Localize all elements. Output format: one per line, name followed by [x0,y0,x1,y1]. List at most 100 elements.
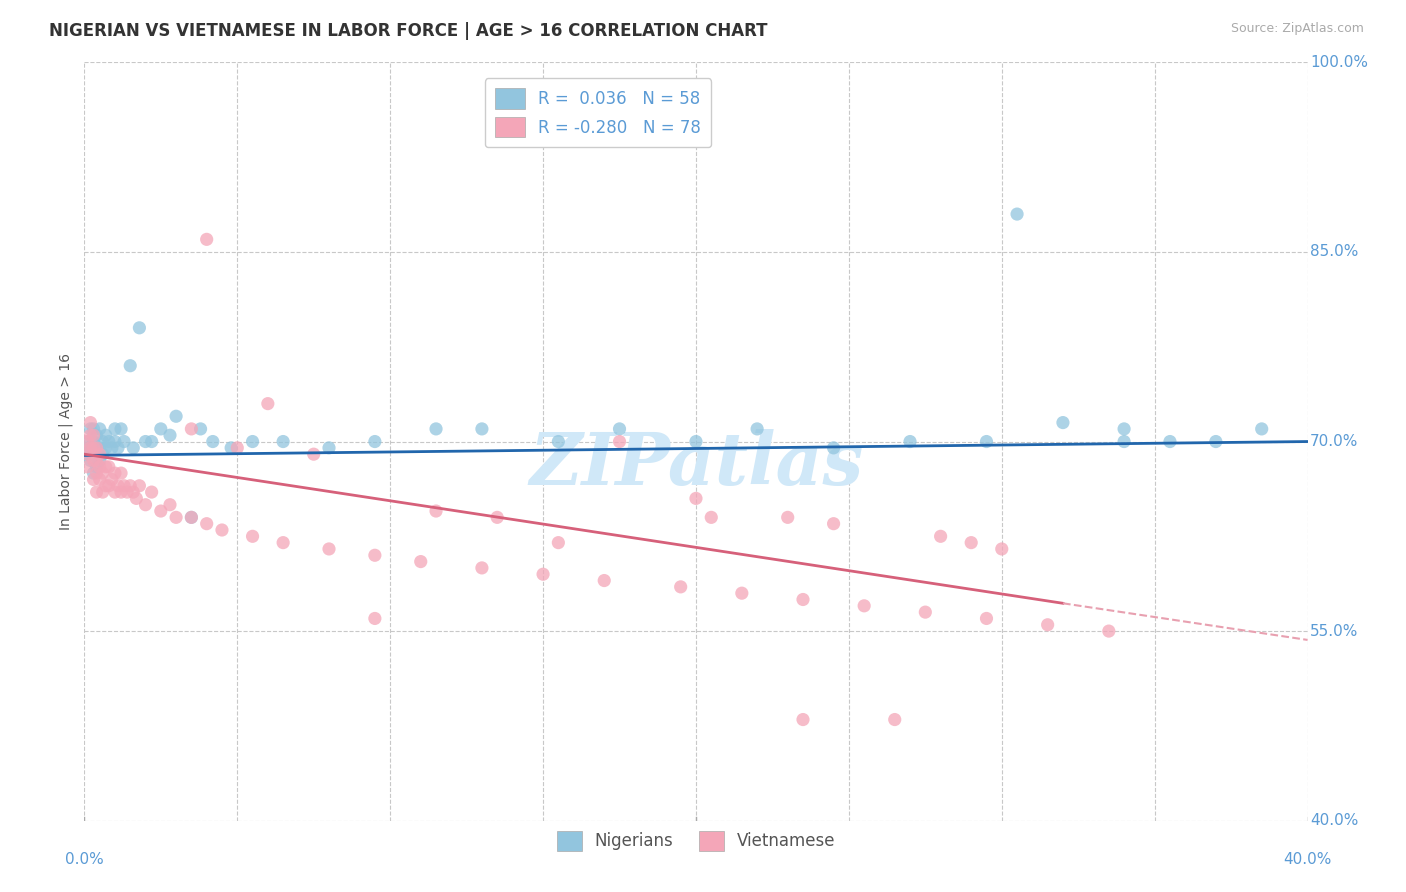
Point [1205,434,1227,449]
Point [1052,416,1074,430]
Text: ZIPatlas: ZIPatlas [529,429,863,500]
Point [97,459,120,474]
Point [115,485,138,500]
Point [86,453,108,467]
Point [89,459,111,474]
Point [960,535,983,549]
Point [149,422,172,436]
Point [159,428,181,442]
Point [110,422,132,436]
Point [242,434,264,449]
Point [776,510,799,524]
Point [195,516,218,531]
Point [976,611,998,625]
Point [91,485,114,500]
Point [149,504,172,518]
Point [257,397,280,411]
Point [79,416,101,430]
Point [89,473,111,487]
Point [104,434,127,449]
Text: 70.0%: 70.0% [1310,434,1358,449]
Point [79,453,101,467]
Point [991,541,1014,556]
Point [141,485,163,500]
Point [685,434,707,449]
Point [89,447,111,461]
Point [110,466,132,480]
Point [89,441,111,455]
Point [104,422,127,436]
Point [86,459,108,474]
Point [76,447,98,461]
Point [83,434,105,449]
Point [89,453,111,467]
Text: 85.0%: 85.0% [1310,244,1358,260]
Point [242,529,264,543]
Point [593,574,616,588]
Point [609,422,631,436]
Point [83,447,105,461]
Point [97,434,120,449]
Point [86,485,108,500]
Text: 100.0%: 100.0% [1310,55,1368,70]
Point [128,321,150,335]
Point [112,479,135,493]
Point [91,434,114,449]
Point [180,510,202,524]
Point [747,422,769,436]
Point [159,498,181,512]
Point [271,535,294,549]
Point [195,232,218,246]
Point [91,466,114,480]
Point [1098,624,1121,639]
Point [318,541,340,556]
Point [226,441,249,455]
Point [883,713,905,727]
Point [79,422,101,436]
Point [120,359,142,373]
Point [531,567,554,582]
Point [471,561,494,575]
Point [1114,434,1136,449]
Point [165,409,187,424]
Point [76,434,98,449]
Point [76,447,98,461]
Point [94,441,117,455]
Point [94,428,117,442]
Point [853,599,876,613]
Point [1159,434,1181,449]
Point [914,605,936,619]
Point [547,535,569,549]
Point [104,466,127,480]
Text: 55.0%: 55.0% [1310,624,1358,639]
Point [125,491,148,506]
Point [929,529,952,543]
Point [165,510,187,524]
Point [211,523,233,537]
Point [83,428,105,442]
Point [79,441,101,455]
Point [94,479,117,493]
Point [425,422,447,436]
Point [101,473,124,487]
Point [823,441,845,455]
Text: 0.0%: 0.0% [65,852,104,867]
Point [83,422,105,436]
Y-axis label: In Labor Force | Age > 16: In Labor Force | Age > 16 [59,353,73,530]
Text: 40.0%: 40.0% [1284,852,1331,867]
Point [86,428,108,442]
Point [101,441,124,455]
Legend: Nigerians, Vietnamese: Nigerians, Vietnamese [550,824,842,858]
Point [104,485,127,500]
Point [141,434,163,449]
Point [120,479,142,493]
Point [364,611,387,625]
Point [318,441,340,455]
Point [76,434,98,449]
Point [112,434,135,449]
Point [201,434,224,449]
Point [79,428,101,442]
Point [302,447,325,461]
Point [135,498,157,512]
Point [471,422,494,436]
